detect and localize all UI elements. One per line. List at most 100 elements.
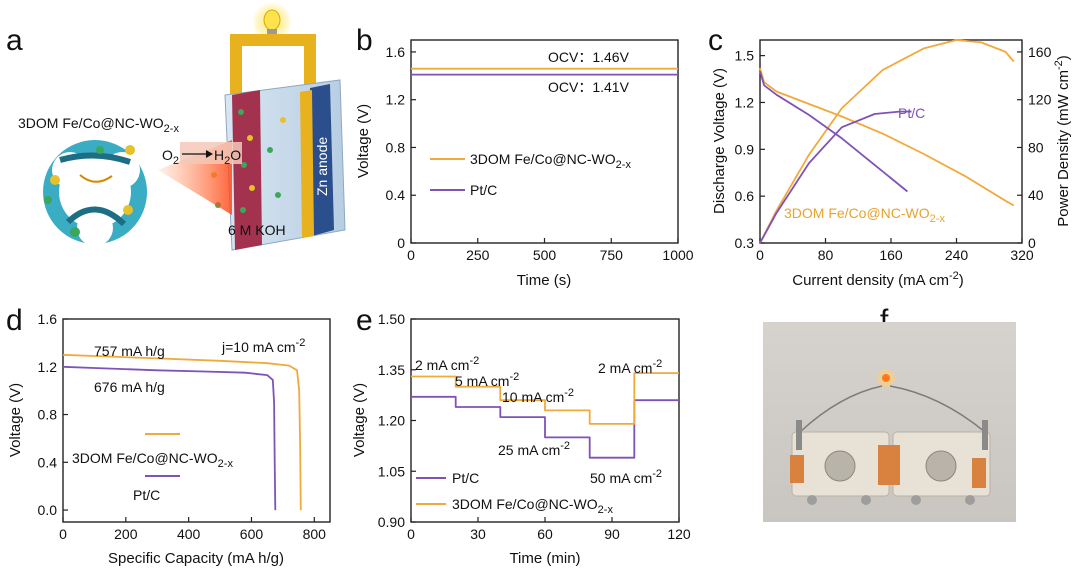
chart-series bbox=[62, 353, 302, 511]
series-line bbox=[759, 110, 912, 244]
x-tick-label: 400 bbox=[177, 526, 201, 542]
y-tick-label: 1.2 bbox=[735, 94, 755, 110]
x-tick-label: 0 bbox=[756, 247, 764, 263]
y-axis-label: Discharge Voltage (V) bbox=[711, 68, 728, 214]
alligator-clip bbox=[982, 420, 988, 450]
panel-a-schematic: a Zn anode O2 H2O 6 M KOH 3DOM Fe/Co@NC- bbox=[6, 2, 346, 251]
current-step-label: 5 mA cm-2 bbox=[455, 371, 519, 389]
x-tick-label: 1000 bbox=[662, 247, 693, 263]
series-line bbox=[759, 39, 1015, 244]
reaction-o2: O2 bbox=[162, 147, 179, 167]
reaction-h2o: H2O bbox=[214, 147, 241, 167]
y2-axis-label: Power Density (mW cm-2) bbox=[1053, 55, 1072, 226]
panel-letter: c bbox=[708, 24, 723, 57]
anode-collector bbox=[300, 90, 314, 238]
alligator-clip bbox=[796, 420, 802, 450]
x-tick-label: 30 bbox=[470, 526, 486, 542]
y2-tick-label: 80 bbox=[1028, 139, 1044, 155]
y-axis-label: Voltage (V) bbox=[355, 104, 372, 178]
axis-ticks: 0 80 160 240 320 0.3 0.6 0.9 1.2 1.5 0 40 80 120 160 bbox=[735, 44, 1052, 263]
electrolyte-label: 6 M KOH bbox=[228, 222, 286, 238]
x-tick-label: 80 bbox=[818, 247, 834, 263]
external-circuit-wire bbox=[230, 34, 316, 96]
panel-c-polarization-chart: c 0 80 160 240 320 0.3 0.6 0.9 1.2 1.5 0 40 80 120 160… bbox=[708, 24, 1072, 289]
x-tick-label: 120 bbox=[667, 526, 691, 542]
series-line bbox=[759, 67, 1015, 207]
chart-series bbox=[759, 39, 1015, 244]
plot-frame bbox=[410, 39, 679, 244]
panel-e-rate-chart: e 0 30 60 90 120 0.90 1.05 1.20 1.35 1.50 Time (m… bbox=[351, 304, 691, 567]
series-label: Pt/C bbox=[898, 105, 925, 121]
y2-tick-label: 120 bbox=[1028, 92, 1052, 108]
legend-entry: 3DOM Fe/Co@NC-WO2-x bbox=[72, 450, 233, 470]
air-window-left bbox=[824, 450, 856, 482]
x-tick-label: 60 bbox=[537, 526, 553, 542]
axis-ticks: 0 30 60 90 120 0.90 1.05 1.20 1.35 1.50 bbox=[378, 311, 691, 542]
x-tick-label: 240 bbox=[945, 247, 969, 263]
y-tick-label: 0 bbox=[397, 235, 405, 251]
copper-tab bbox=[878, 445, 900, 485]
y2-tick-label: 0 bbox=[1028, 235, 1036, 251]
x-axis-label: Current density (mA cm-2) bbox=[792, 270, 964, 289]
y-tick-label: 0.6 bbox=[735, 188, 755, 204]
legend-entry: Pt/C bbox=[133, 487, 160, 503]
y-tick-label: 0.0 bbox=[38, 502, 58, 518]
y-axis-label: Voltage (V) bbox=[351, 383, 368, 457]
y-axis-label: Voltage (V) bbox=[7, 383, 24, 457]
series-line bbox=[411, 372, 679, 425]
current-step-label: 2 mA cm-2 bbox=[415, 355, 479, 373]
capacity-annotation: 757 mA h/g bbox=[94, 343, 165, 359]
series-line bbox=[62, 353, 302, 511]
y-tick-label: 1.5 bbox=[735, 48, 755, 64]
ocv-annotation: OCV：1.46V bbox=[548, 49, 630, 65]
legend-entry: 3DOM Fe/Co@NC-WO2-x bbox=[470, 151, 631, 171]
air-cathode-plate bbox=[232, 90, 262, 250]
x-tick-label: 90 bbox=[604, 526, 620, 542]
3dom-structure-icon bbox=[43, 140, 147, 246]
y-tick-label: 0.8 bbox=[386, 139, 406, 155]
ocv-annotation: OCV：1.41V bbox=[548, 79, 630, 95]
panel-b-ocv-chart: b 0 250 500 750 1000 0 0.4 0.8 1.2 1.6 Time (s) V… bbox=[355, 24, 694, 289]
legend-entry: Pt/C bbox=[452, 470, 479, 486]
panel-letter: a bbox=[6, 24, 23, 57]
current-step-label: 25 mA cm-2 bbox=[498, 440, 570, 458]
catalyst-label: 3DOM Fe/Co@NC-WO2-x bbox=[18, 115, 179, 135]
panel-f-photo: f bbox=[763, 304, 1016, 522]
x-tick-label: 800 bbox=[303, 526, 327, 542]
x-tick-label: 320 bbox=[1010, 247, 1034, 263]
panel-letter: b bbox=[356, 24, 373, 57]
light-bulb-icon bbox=[263, 9, 281, 31]
axis-ticks: 0 200 400 600 800 0.0 0.4 0.8 1.2 1.6 bbox=[38, 311, 327, 542]
x-tick-label: 0 bbox=[407, 247, 415, 263]
x-tick-label: 160 bbox=[879, 247, 903, 263]
y-tick-label: 1.50 bbox=[378, 311, 405, 327]
panel-d-discharge-chart: d 0 200 400 600 800 0.0 0.4 0.8 1.2 1.6 Specific … bbox=[6, 304, 331, 567]
current-step-label: 50 mA cm-2 bbox=[590, 468, 662, 486]
y-tick-label: 0.4 bbox=[386, 187, 406, 203]
y-tick-label: 0.4 bbox=[38, 454, 58, 470]
led-icon bbox=[882, 374, 890, 382]
copper-tab bbox=[972, 458, 986, 488]
x-tick-label: 0 bbox=[407, 526, 415, 542]
y-tick-label: 1.20 bbox=[378, 413, 405, 429]
x-tick-label: 250 bbox=[466, 247, 490, 263]
y2-tick-label: 40 bbox=[1028, 187, 1044, 203]
y-tick-label: 0.9 bbox=[735, 141, 755, 157]
x-axis-label: Time (min) bbox=[509, 550, 580, 567]
y-tick-label: 1.2 bbox=[38, 359, 58, 375]
chart-series bbox=[411, 67, 678, 76]
x-tick-label: 200 bbox=[114, 526, 138, 542]
y-tick-label: 1.05 bbox=[378, 463, 405, 479]
y-tick-label: 0.90 bbox=[378, 514, 405, 530]
y-tick-label: 1.35 bbox=[378, 362, 405, 378]
y-tick-label: 1.2 bbox=[386, 92, 406, 108]
x-tick-label: 0 bbox=[59, 526, 67, 542]
y-tick-label: 0.3 bbox=[735, 235, 755, 251]
y2-tick-label: 160 bbox=[1028, 44, 1052, 60]
panel-letter: d bbox=[6, 304, 23, 337]
series-line bbox=[411, 395, 679, 459]
legend-entry: 3DOM Fe/Co@NC-WO2-x bbox=[452, 496, 613, 516]
x-tick-label: 500 bbox=[533, 247, 557, 263]
y-tick-label: 0.8 bbox=[38, 407, 58, 423]
